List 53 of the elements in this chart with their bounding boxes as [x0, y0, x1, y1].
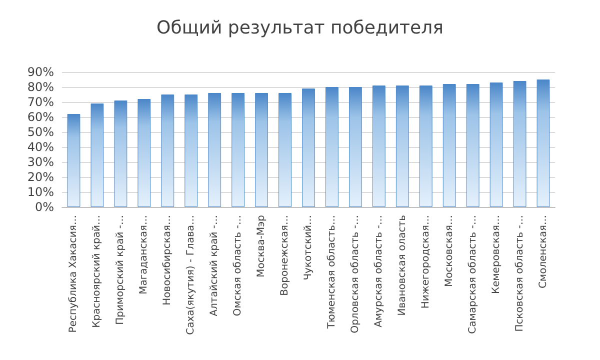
x-tick-label: Алтайский край -… — [209, 215, 220, 316]
x-tick-label: Чукотский… — [303, 215, 314, 280]
y-tick-label: 40% — [27, 140, 54, 154]
x-tick-label: Тюменская область… — [326, 215, 338, 330]
bar — [513, 81, 526, 207]
bar — [278, 93, 292, 207]
x-tick-label: Саха(якутия) - Глава… — [186, 215, 197, 335]
bar — [232, 93, 245, 207]
bar — [326, 87, 338, 207]
bar — [255, 93, 268, 207]
bar — [184, 94, 198, 207]
bar — [396, 86, 409, 207]
bar — [490, 82, 503, 207]
x-tick-label: Магаданская… — [138, 215, 150, 294]
y-tick-label: 60% — [27, 110, 54, 124]
bar — [419, 86, 432, 207]
x-tick-label: Смоленская… — [538, 215, 549, 288]
bar — [161, 94, 174, 207]
y-tick-label: 10% — [27, 185, 54, 199]
y-tick-label: 70% — [27, 95, 54, 109]
y-tick-label: 90% — [27, 65, 54, 79]
y-tick-label: 80% — [27, 80, 54, 94]
bar — [348, 87, 362, 207]
bar — [138, 99, 151, 207]
x-tick-label: Республика Хакасия… — [68, 215, 80, 333]
x-tick-label: Воронежская… — [280, 215, 291, 296]
chart-title: Общий результат победителя — [156, 18, 444, 38]
bar — [208, 93, 222, 207]
x-tick-label: Красноярский край… — [92, 215, 103, 328]
bar — [302, 88, 315, 207]
bar — [372, 86, 386, 207]
y-tick-label: 20% — [27, 170, 54, 184]
x-tick-label: Амурская область -… — [373, 215, 384, 328]
x-tick-label: Нижегородская… — [420, 215, 432, 309]
x-tick-label: Новосибирская… — [162, 215, 174, 306]
x-tick-label: Приморский край -… — [115, 215, 126, 325]
y-tick-label: 30% — [27, 155, 54, 169]
bar — [90, 104, 104, 207]
x-tick-label: Омская область -… — [232, 215, 244, 316]
x-tick-label: Москва-Мэр — [256, 215, 268, 278]
x-tick-label: Самарская область -… — [467, 215, 478, 334]
x-tick-label: Орловская область -… — [350, 215, 361, 334]
bar — [442, 84, 456, 207]
bar — [536, 80, 550, 207]
bar — [114, 100, 128, 207]
y-tick-label: 0% — [34, 200, 54, 214]
x-tick-label: Московская… — [444, 215, 455, 287]
bar — [466, 84, 480, 207]
x-tick-label: Псковская область -… — [514, 215, 526, 332]
y-tick-label: 50% — [27, 125, 54, 139]
x-tick-label: Ивановская оласть — [396, 214, 408, 316]
bar — [67, 114, 80, 207]
x-tick-label: Кемеровская… — [490, 215, 502, 294]
